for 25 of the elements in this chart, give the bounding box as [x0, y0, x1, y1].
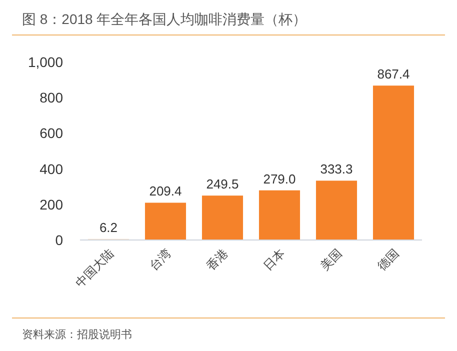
x-tick-label: 香港 [204, 246, 231, 274]
data-label: 867.4 [377, 66, 410, 82]
bar [144, 202, 186, 240]
y-tick-label: 0 [55, 232, 64, 248]
data-label: 249.5 [206, 176, 239, 192]
bar [316, 180, 358, 240]
chart-title: 图 8：2018 年全年各国人均咖啡消费量（杯） [22, 11, 307, 27]
bar [202, 196, 244, 240]
data-label: 333.3 [320, 162, 353, 177]
text: 资料来源：招股说明书 [22, 328, 132, 341]
x-tick-label: 日本 [260, 246, 288, 274]
data-label: 6.2 [99, 220, 118, 235]
y-tick-label: 400 [40, 160, 64, 177]
bar [258, 190, 300, 240]
y-tick-label: 200 [40, 196, 64, 212]
data-label: 209.4 [149, 184, 182, 199]
y-tick-label: 600 [40, 125, 64, 142]
x-tick-label: 德国 [374, 246, 402, 274]
data-label: 279.0 [263, 171, 296, 186]
x-tick-label: 中国大陆 [72, 246, 117, 290]
y-tick-label: 800 [40, 90, 64, 106]
x-tick-label: 美国 [318, 246, 345, 274]
bar [372, 86, 414, 240]
y-tick-label: 1,000 [28, 54, 64, 70]
x-tick-label: 台湾 [146, 246, 174, 274]
